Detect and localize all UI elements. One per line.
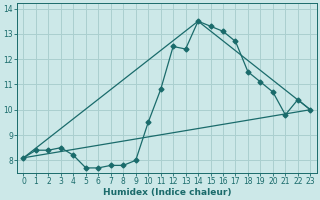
X-axis label: Humidex (Indice chaleur): Humidex (Indice chaleur) <box>103 188 231 197</box>
